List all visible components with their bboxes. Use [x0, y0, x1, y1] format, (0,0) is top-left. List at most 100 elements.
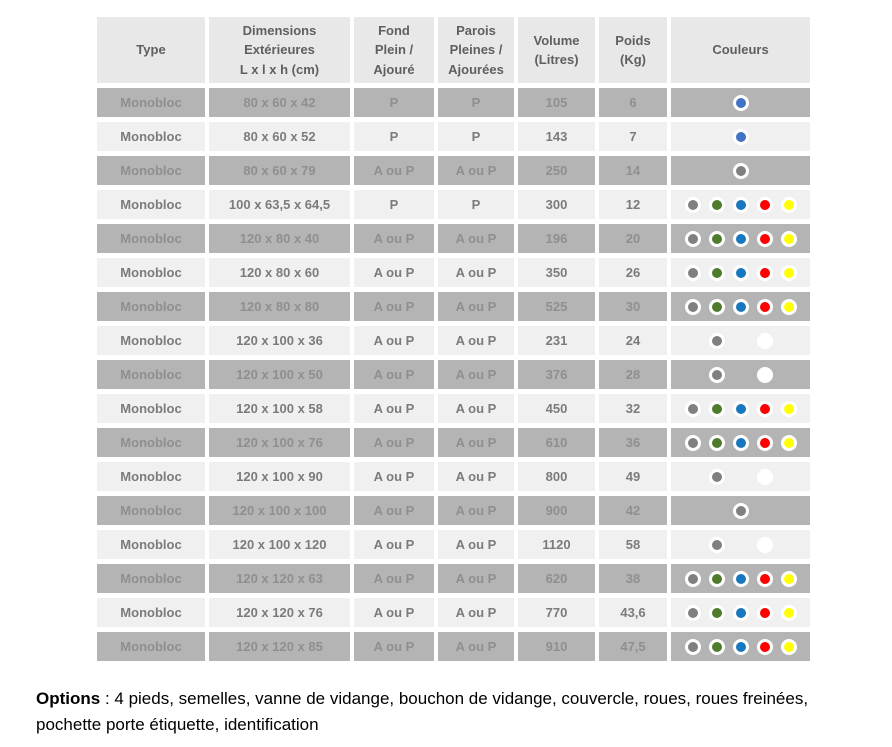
- color-slot: [705, 430, 729, 456]
- cell-parois: A ou P: [438, 224, 514, 253]
- cell-volume: 250: [518, 156, 595, 185]
- color-dot-yellow: [780, 298, 797, 315]
- cell-parois: P: [438, 190, 514, 219]
- color-slot-empty: [681, 532, 705, 558]
- cell-fond: P: [354, 122, 434, 151]
- cell-couleurs: [671, 292, 810, 321]
- cell-dimensions: 120 x 100 x 90: [209, 462, 350, 491]
- cell-volume: 376: [518, 360, 595, 389]
- color-dot-blue: [732, 400, 749, 417]
- cell-couleurs: [671, 394, 810, 423]
- color-dot-green: [708, 264, 725, 281]
- color-slot: [729, 498, 753, 524]
- color-dot-gray: [684, 434, 701, 451]
- color-slot: [753, 362, 777, 388]
- cell-fond: A ou P: [354, 292, 434, 321]
- color-slot: [681, 294, 705, 320]
- color-slot: [705, 362, 729, 388]
- cell-volume: 900: [518, 496, 595, 525]
- table-body: Monobloc 80 x 60 x 42 P P 105 6 Monobloc 80 x 6…: [97, 88, 810, 661]
- cell-couleurs: [671, 156, 810, 185]
- color-slot: [753, 600, 777, 626]
- cell-dimensions: 120 x 100 x 50: [209, 360, 350, 389]
- cell-volume: 105: [518, 88, 595, 117]
- color-slot: [681, 566, 705, 592]
- cell-dimensions: 120 x 80 x 80: [209, 292, 350, 321]
- color-dot-royal_blue: [732, 128, 749, 145]
- color-dot-gray: [684, 638, 701, 655]
- color-slot-empty: [777, 464, 801, 490]
- color-dots: [675, 498, 806, 524]
- color-dot-gray: [684, 570, 701, 587]
- color-slot-empty: [681, 464, 705, 490]
- cell-type: Monobloc: [97, 394, 205, 423]
- cell-dimensions: 120 x 120 x 63: [209, 564, 350, 593]
- color-slot: [753, 634, 777, 660]
- cell-parois: A ou P: [438, 326, 514, 355]
- cell-type: Monobloc: [97, 156, 205, 185]
- cell-poids: 14: [599, 156, 667, 185]
- color-slot-empty: [777, 328, 801, 354]
- color-dot-red: [756, 400, 773, 417]
- color-dot-blue: [732, 230, 749, 247]
- color-dots: [675, 532, 806, 558]
- color-dot-blue: [732, 264, 749, 281]
- cell-type: Monobloc: [97, 632, 205, 661]
- cell-fond: A ou P: [354, 428, 434, 457]
- color-slot: [729, 396, 753, 422]
- cell-poids: 38: [599, 564, 667, 593]
- color-slot-empty: [681, 498, 705, 524]
- color-dot-blue: [732, 638, 749, 655]
- color-slot-empty: [777, 532, 801, 558]
- color-dot-gray: [684, 400, 701, 417]
- color-slot: [681, 192, 705, 218]
- color-dot-yellow: [780, 264, 797, 281]
- cell-fond: A ou P: [354, 462, 434, 491]
- cell-poids: 28: [599, 360, 667, 389]
- cell-type: Monobloc: [97, 598, 205, 627]
- color-slot-empty: [729, 464, 753, 490]
- color-slot-empty: [681, 90, 705, 116]
- cell-fond: P: [354, 88, 434, 117]
- cell-couleurs: [671, 190, 810, 219]
- cell-couleurs: [671, 258, 810, 287]
- color-dot-green: [708, 604, 725, 621]
- color-slot: [705, 532, 729, 558]
- cell-poids: 12: [599, 190, 667, 219]
- color-slot: [729, 566, 753, 592]
- cell-parois: A ou P: [438, 394, 514, 423]
- color-slot: [729, 294, 753, 320]
- color-dot-yellow: [780, 400, 797, 417]
- cell-poids: 43,6: [599, 598, 667, 627]
- cell-type: Monobloc: [97, 258, 205, 287]
- cell-type: Monobloc: [97, 360, 205, 389]
- color-slot-empty: [681, 158, 705, 184]
- color-slot: [753, 260, 777, 286]
- color-slot-empty: [753, 498, 777, 524]
- header-parois: Parois Pleines / Ajourées: [438, 17, 514, 83]
- table-row: Monobloc 80 x 60 x 52 P P 143 7: [97, 122, 810, 151]
- cell-dimensions: 120 x 100 x 58: [209, 394, 350, 423]
- color-slot: [729, 260, 753, 286]
- color-dots: [675, 328, 806, 354]
- cell-parois: A ou P: [438, 496, 514, 525]
- color-slot-empty: [681, 328, 705, 354]
- cell-poids: 47,5: [599, 632, 667, 661]
- cell-fond: A ou P: [354, 564, 434, 593]
- cell-type: Monobloc: [97, 292, 205, 321]
- cell-type: Monobloc: [97, 496, 205, 525]
- color-slot: [705, 464, 729, 490]
- color-dots: [675, 158, 806, 184]
- color-dot-green: [708, 400, 725, 417]
- color-slot-empty: [777, 362, 801, 388]
- color-slot: [681, 634, 705, 660]
- color-slot: [729, 430, 753, 456]
- cell-poids: 36: [599, 428, 667, 457]
